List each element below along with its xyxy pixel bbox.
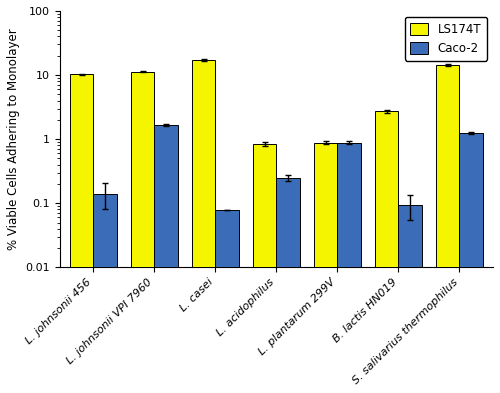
Bar [131, 72, 154, 393]
Bar [216, 210, 238, 393]
Legend: LS174T, Caco-2: LS174T, Caco-2 [404, 17, 487, 61]
Bar [376, 112, 398, 393]
Bar [436, 65, 460, 393]
Bar [338, 143, 360, 393]
Bar [276, 178, 299, 393]
Bar [314, 143, 338, 393]
Bar [154, 125, 178, 393]
Bar [94, 194, 116, 393]
Bar [70, 74, 94, 393]
Bar [398, 205, 421, 393]
Bar [254, 144, 276, 393]
Y-axis label: % Viable Cells Adhering to Monolayer: % Viable Cells Adhering to Monolayer [7, 28, 20, 250]
Bar [192, 60, 216, 393]
Bar [460, 133, 482, 393]
